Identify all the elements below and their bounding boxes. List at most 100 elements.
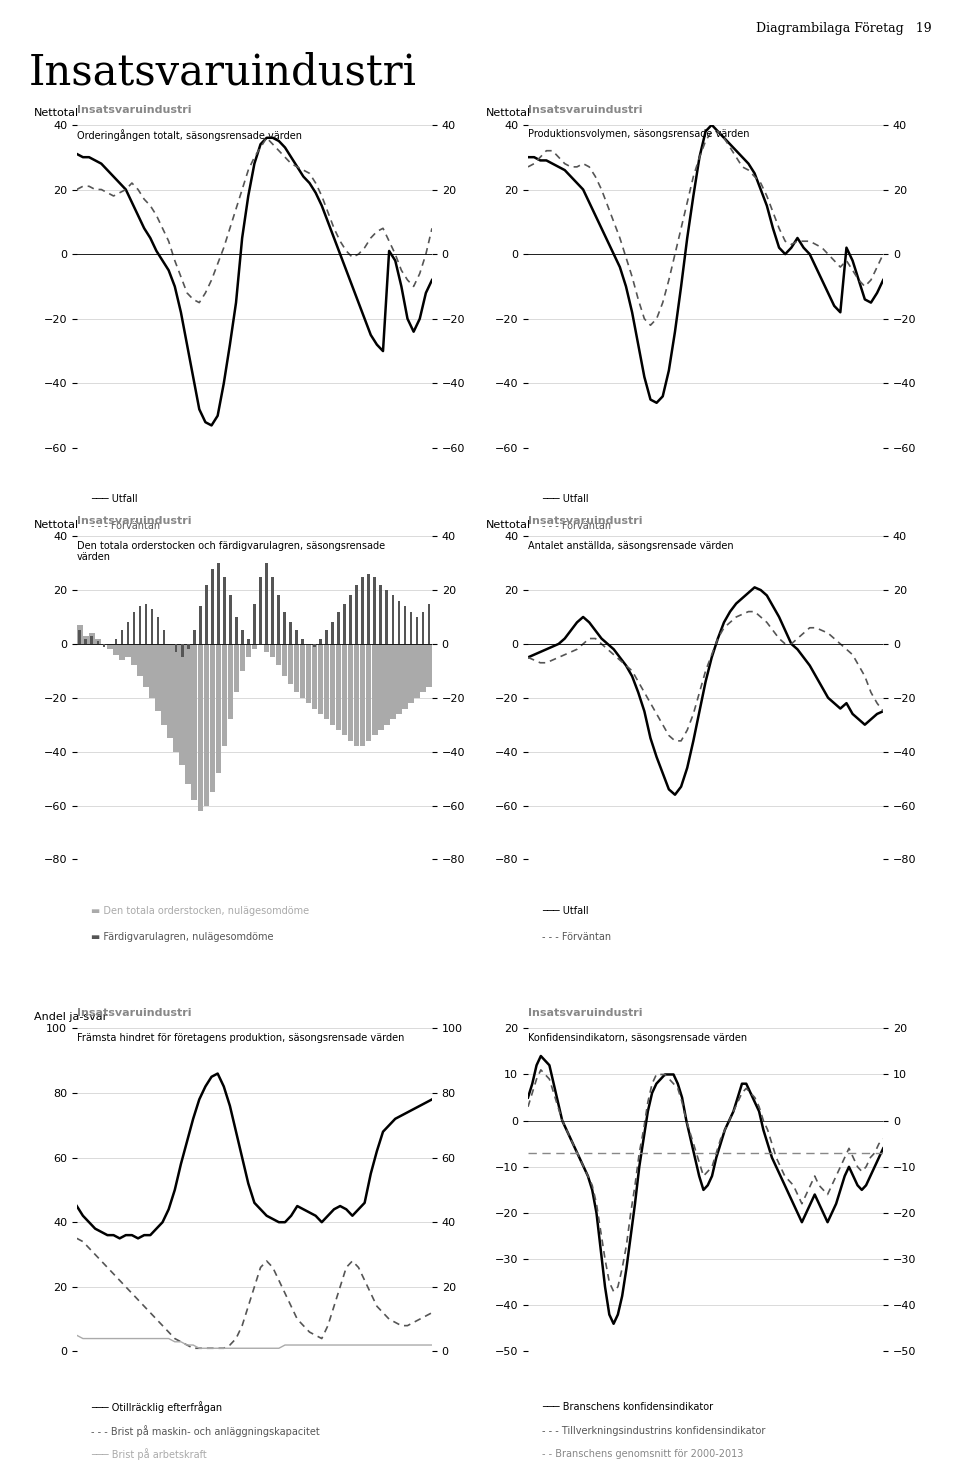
Text: ─── Utfall: ─── Utfall: [542, 495, 589, 504]
Text: Insatsvaruindustri: Insatsvaruindustri: [528, 1008, 642, 1018]
Bar: [402, 643, 408, 708]
Text: Insatsvaruindustri: Insatsvaruindustri: [528, 104, 642, 115]
Text: Insatsvaruindustri: Insatsvaruindustri: [77, 516, 191, 526]
Bar: [191, 643, 197, 801]
Bar: [348, 643, 353, 740]
Text: - - - Förväntan: - - - Förväntan: [91, 521, 160, 530]
Text: Främsta hindret för företagens produktion, säsongsrensade värden: Främsta hindret för företagens produktio…: [77, 1033, 404, 1043]
Text: ─── Utfall: ─── Utfall: [91, 495, 138, 504]
Bar: [344, 604, 346, 643]
Bar: [259, 577, 262, 643]
Text: ─── Branschens konfidensindikator: ─── Branschens konfidensindikator: [542, 1403, 713, 1412]
Bar: [229, 595, 231, 643]
Bar: [138, 607, 141, 643]
Bar: [264, 643, 269, 652]
Bar: [408, 643, 414, 704]
Bar: [193, 630, 196, 643]
Bar: [125, 643, 131, 658]
Bar: [198, 643, 203, 811]
Bar: [336, 643, 342, 730]
Text: - - - Förväntan: - - - Förväntan: [542, 933, 612, 942]
Bar: [403, 607, 406, 643]
Bar: [372, 643, 377, 736]
Bar: [223, 577, 226, 643]
Text: Orderingången totalt, säsongsrensade värden: Orderingången totalt, säsongsrensade vär…: [77, 129, 301, 141]
Bar: [246, 643, 252, 658]
Text: ─── Otillräcklig efterfrågan: ─── Otillräcklig efterfrågan: [91, 1401, 223, 1413]
Text: ─── Brist på arbetskraft: ─── Brist på arbetskraft: [91, 1448, 207, 1460]
Bar: [228, 643, 233, 720]
Bar: [108, 643, 112, 649]
Bar: [392, 595, 395, 643]
Bar: [378, 643, 384, 730]
Bar: [288, 643, 293, 685]
Bar: [325, 630, 328, 643]
Bar: [180, 643, 183, 658]
Bar: [233, 643, 239, 692]
Bar: [90, 636, 93, 643]
Text: Produktionsvolymen, säsongsrensade värden: Produktionsvolymen, säsongsrensade värde…: [528, 129, 750, 140]
Bar: [396, 643, 401, 714]
Bar: [366, 643, 372, 740]
Text: ▬ Den totala orderstocken, nulägesomdöme: ▬ Den totala orderstocken, nulägesomdöme: [91, 906, 309, 915]
Bar: [331, 623, 334, 643]
Bar: [265, 563, 268, 643]
Text: Insatsvaruindustri: Insatsvaruindustri: [77, 104, 191, 115]
Bar: [420, 643, 425, 692]
Bar: [306, 643, 311, 704]
Bar: [185, 643, 191, 784]
Bar: [390, 643, 396, 720]
Text: Insatsvaruindustri: Insatsvaruindustri: [77, 1008, 191, 1018]
Bar: [174, 643, 179, 752]
Bar: [127, 623, 130, 643]
Bar: [253, 604, 255, 643]
Bar: [349, 595, 352, 643]
Bar: [161, 643, 167, 724]
Text: Nettotal: Nettotal: [35, 109, 80, 119]
Text: Konfidensindikatorn, säsongsrensade värden: Konfidensindikatorn, säsongsrensade värd…: [528, 1033, 747, 1043]
Bar: [247, 639, 250, 643]
Bar: [337, 611, 340, 643]
Bar: [180, 643, 185, 765]
Bar: [167, 643, 173, 739]
Text: - - Branschens genomsnitt för 2000-2013: - - Branschens genomsnitt för 2000-2013: [542, 1450, 744, 1459]
Bar: [222, 643, 227, 746]
Bar: [252, 643, 257, 649]
Bar: [355, 585, 358, 643]
Bar: [84, 639, 87, 643]
Bar: [235, 617, 238, 643]
Text: ─── Utfall: ─── Utfall: [542, 906, 589, 915]
Bar: [151, 608, 154, 643]
Bar: [97, 640, 99, 643]
Text: Insatsvaruindustri: Insatsvaruindustri: [29, 51, 417, 94]
Bar: [397, 601, 400, 643]
Bar: [132, 643, 136, 665]
Bar: [312, 643, 318, 708]
Bar: [216, 643, 221, 773]
Bar: [114, 639, 117, 643]
Bar: [143, 643, 149, 687]
Bar: [410, 611, 412, 643]
Bar: [89, 633, 94, 643]
Bar: [95, 639, 101, 643]
Bar: [421, 611, 424, 643]
Bar: [204, 643, 209, 805]
Bar: [361, 577, 364, 643]
Text: - - - Förväntan: - - - Förväntan: [542, 521, 612, 530]
Bar: [209, 643, 215, 792]
Bar: [175, 643, 178, 652]
Bar: [330, 643, 335, 724]
Bar: [79, 630, 82, 643]
Bar: [217, 563, 220, 643]
Text: Insatsvaruindustri: Insatsvaruindustri: [528, 516, 642, 526]
Bar: [137, 643, 143, 676]
Bar: [379, 585, 382, 643]
Bar: [113, 643, 119, 655]
Text: ▬ Färdigvarulagren, nulägesomdöme: ▬ Färdigvarulagren, nulägesomdöme: [91, 933, 274, 942]
Bar: [156, 617, 159, 643]
Bar: [313, 643, 316, 646]
Bar: [156, 643, 160, 711]
Bar: [295, 630, 298, 643]
Bar: [132, 611, 135, 643]
Bar: [276, 643, 281, 665]
